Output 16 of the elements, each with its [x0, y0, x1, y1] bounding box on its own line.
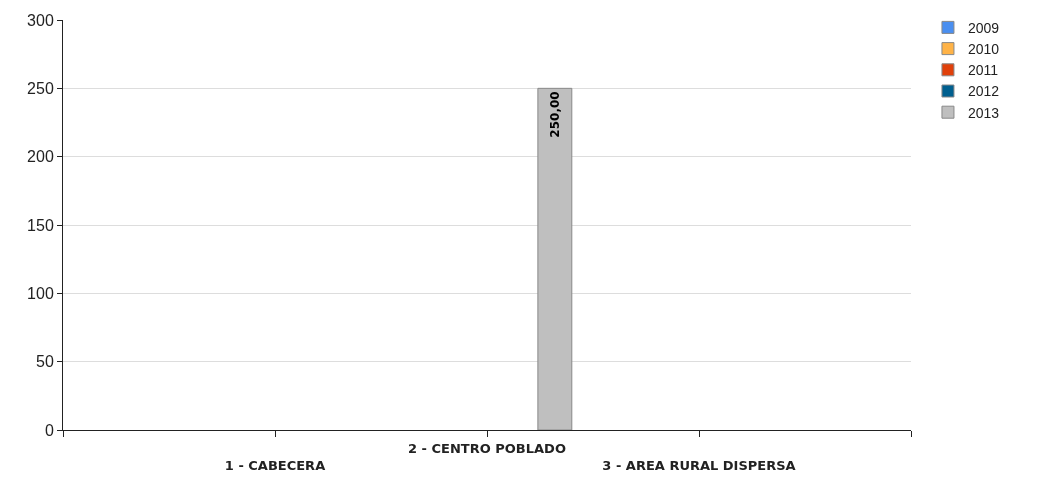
legend-label: 2010	[967, 41, 1000, 58]
data-label: 250,00	[547, 91, 562, 138]
legend-label: 2013	[967, 104, 1000, 121]
y-tick-label: 250	[27, 79, 54, 97]
y-tick-label: 100	[27, 284, 54, 302]
y-tick-label: 0	[44, 421, 54, 439]
y-tick-label: 200	[27, 148, 54, 166]
x-tick-label: 2 - CENTRO POBLADO	[408, 440, 566, 456]
legend-label: 2012	[967, 83, 1000, 100]
legend-label: 2011	[967, 62, 999, 79]
y-tick-label: 150	[27, 216, 54, 234]
y-tick-label: 300	[27, 11, 54, 29]
x-tick-label: 3 - AREA RURAL DISPERSA	[602, 457, 796, 473]
y-tick-label: 50	[36, 353, 54, 371]
x-tick-label: 1 - CABECERA	[224, 457, 326, 473]
legend-label: 2009	[967, 19, 1000, 36]
